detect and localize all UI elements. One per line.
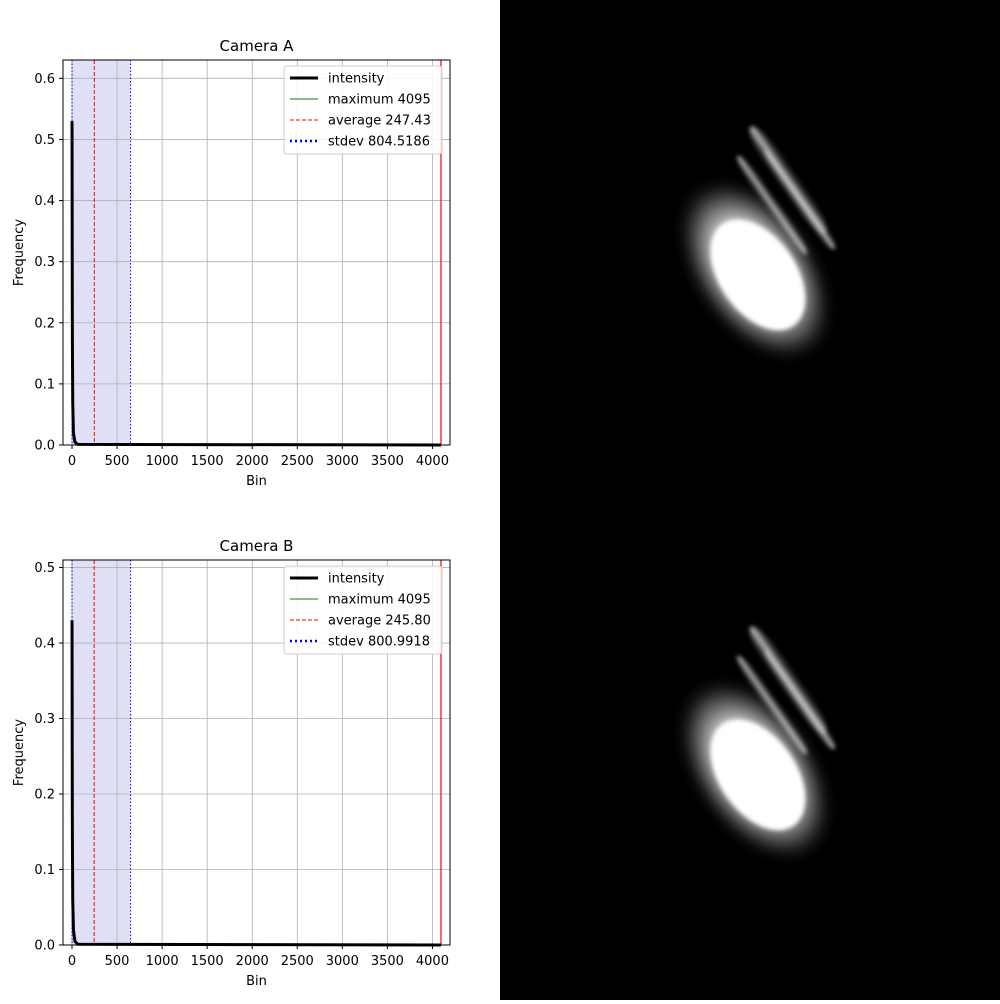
- camera-images: [676, 126, 836, 864]
- chart-title: Camera B: [220, 537, 294, 555]
- x-tick-label: 0: [68, 954, 76, 969]
- x-tick-label: 500: [105, 954, 130, 969]
- x-tick-label: 1500: [191, 954, 224, 969]
- y-tick-label: 0.4: [34, 194, 55, 209]
- legend-box: [283, 565, 443, 655]
- x-tick-label: 4000: [416, 454, 449, 469]
- legend-label: maximum 4095: [328, 593, 431, 608]
- y-axis-label: Frequency: [12, 219, 27, 286]
- x-tick-label: 1000: [146, 454, 179, 469]
- x-tick-label: 1500: [191, 454, 224, 469]
- camera-images-panel: [500, 0, 1000, 1000]
- x-tick-label: 0: [68, 454, 76, 469]
- y-tick-label: 0.6: [34, 72, 55, 87]
- y-tick-label: 0.3: [34, 712, 55, 727]
- stdev-band: [72, 560, 131, 945]
- x-tick-label: 2500: [281, 954, 314, 969]
- stdev-band: [72, 60, 131, 445]
- legend-label: average 247.43: [328, 114, 431, 129]
- camera-a-image: [676, 126, 836, 364]
- y-tick-label: 0.0: [34, 439, 55, 454]
- y-tick-label: 0.3: [34, 255, 55, 270]
- legend-label: intensity: [328, 572, 385, 587]
- x-tick-label: 2000: [236, 454, 269, 469]
- x-axis-label: Bin: [246, 474, 267, 489]
- x-tick-label: 3500: [371, 954, 404, 969]
- legend-label: maximum 4095: [328, 93, 431, 108]
- x-tick-label: 4000: [416, 954, 449, 969]
- legend: intensity maximum 4095 average 247.43 stdev…: [283, 65, 443, 155]
- plot-frame: [62, 59, 451, 446]
- x-tick-label: 1000: [146, 954, 179, 969]
- legend: intensity maximum 4095 average 245.80 stdev…: [283, 565, 443, 655]
- legend-label: average 245.80: [328, 614, 431, 629]
- plot-frame: [62, 559, 451, 946]
- legend-label: intensity: [328, 72, 385, 87]
- y-axis-label: Frequency: [12, 719, 27, 786]
- intensity-line: [70, 121, 441, 447]
- y-tick-label: 0.0: [34, 939, 55, 954]
- y-tick-label: 0.5: [34, 561, 55, 576]
- x-tick-label: 3500: [371, 454, 404, 469]
- y-tick-label: 0.4: [34, 637, 55, 652]
- histogram-charts: 0 500 1000 1500 2000 2500 3000 3500 4000 0.0 0.1 0.…: [12, 37, 451, 989]
- y-tick-label: 0.2: [34, 788, 55, 803]
- legend-label: stdev 800.9918: [328, 635, 430, 650]
- x-tick-label: 2500: [281, 454, 314, 469]
- legend-box: [283, 65, 443, 155]
- chart-0: 0 500 1000 1500 2000 2500 3000 3500 4000 0.0 0.1 0.…: [12, 37, 451, 489]
- y-tick-label: 0.2: [34, 316, 55, 331]
- legend-label: stdev 804.5186: [328, 135, 430, 150]
- intensity-line: [70, 620, 441, 947]
- camera-b-image: [676, 626, 836, 864]
- y-tick-label: 0.1: [34, 377, 55, 392]
- chart-title: Camera A: [220, 37, 295, 55]
- y-tick-label: 0.1: [34, 863, 55, 878]
- x-axis-label: Bin: [246, 974, 267, 989]
- x-tick-label: 3000: [326, 454, 359, 469]
- x-tick-label: 2000: [236, 954, 269, 969]
- histogram-panel: 0 500 1000 1500 2000 2500 3000 3500 4000 0.0 0.1 0.…: [0, 0, 500, 1000]
- x-tick-label: 500: [105, 454, 130, 469]
- x-tick-label: 3000: [326, 954, 359, 969]
- chart-1: 0 500 1000 1500 2000 2500 3000 3500 4000 0.0 0.1 0.…: [12, 537, 451, 989]
- y-tick-label: 0.5: [34, 133, 55, 148]
